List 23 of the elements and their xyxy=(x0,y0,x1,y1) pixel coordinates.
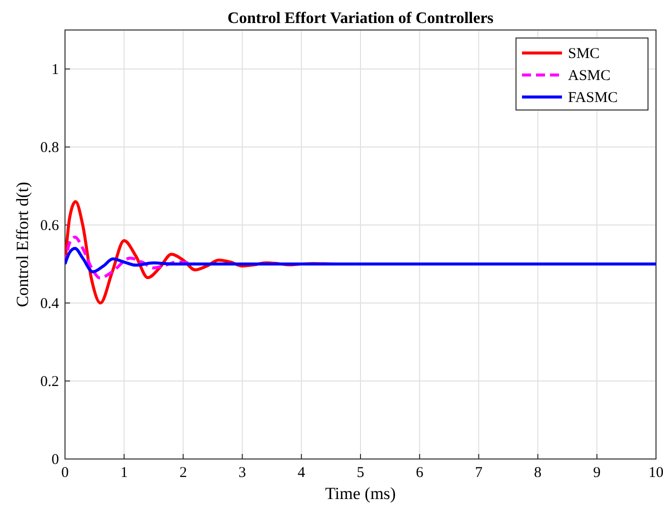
x-tick-label: 8 xyxy=(534,465,542,481)
x-tick-label: 5 xyxy=(356,465,364,481)
x-tick-label: 3 xyxy=(238,465,246,481)
y-tick-label: 0.2 xyxy=(40,374,59,390)
x-tick-label: 7 xyxy=(474,465,483,481)
x-tick-label: 1 xyxy=(120,465,128,481)
y-tick-label: 0.8 xyxy=(40,140,59,156)
y-tick-label: 0.4 xyxy=(40,296,60,312)
y-tick-label: 0 xyxy=(52,452,59,468)
line-series xyxy=(65,246,656,274)
y-tick-label: 0.6 xyxy=(40,218,60,234)
x-tick-label: 10 xyxy=(648,465,663,481)
legend-label: SMC xyxy=(568,46,600,62)
chart-title: Control Effort Variation of Controllers xyxy=(227,10,494,27)
legend-label: FASMC xyxy=(568,90,618,106)
x-tick-label: 2 xyxy=(179,465,187,481)
x-tick-label: 6 xyxy=(416,465,424,481)
y-tick-label: 1 xyxy=(52,62,59,78)
x-axis-title: Time (ms) xyxy=(325,484,396,503)
x-tick-label: 9 xyxy=(593,465,601,481)
legend-label: ASMC xyxy=(568,68,611,84)
y-axis-title: Control Effort d(t) xyxy=(13,182,32,308)
x-tick-label: 4 xyxy=(298,465,306,481)
